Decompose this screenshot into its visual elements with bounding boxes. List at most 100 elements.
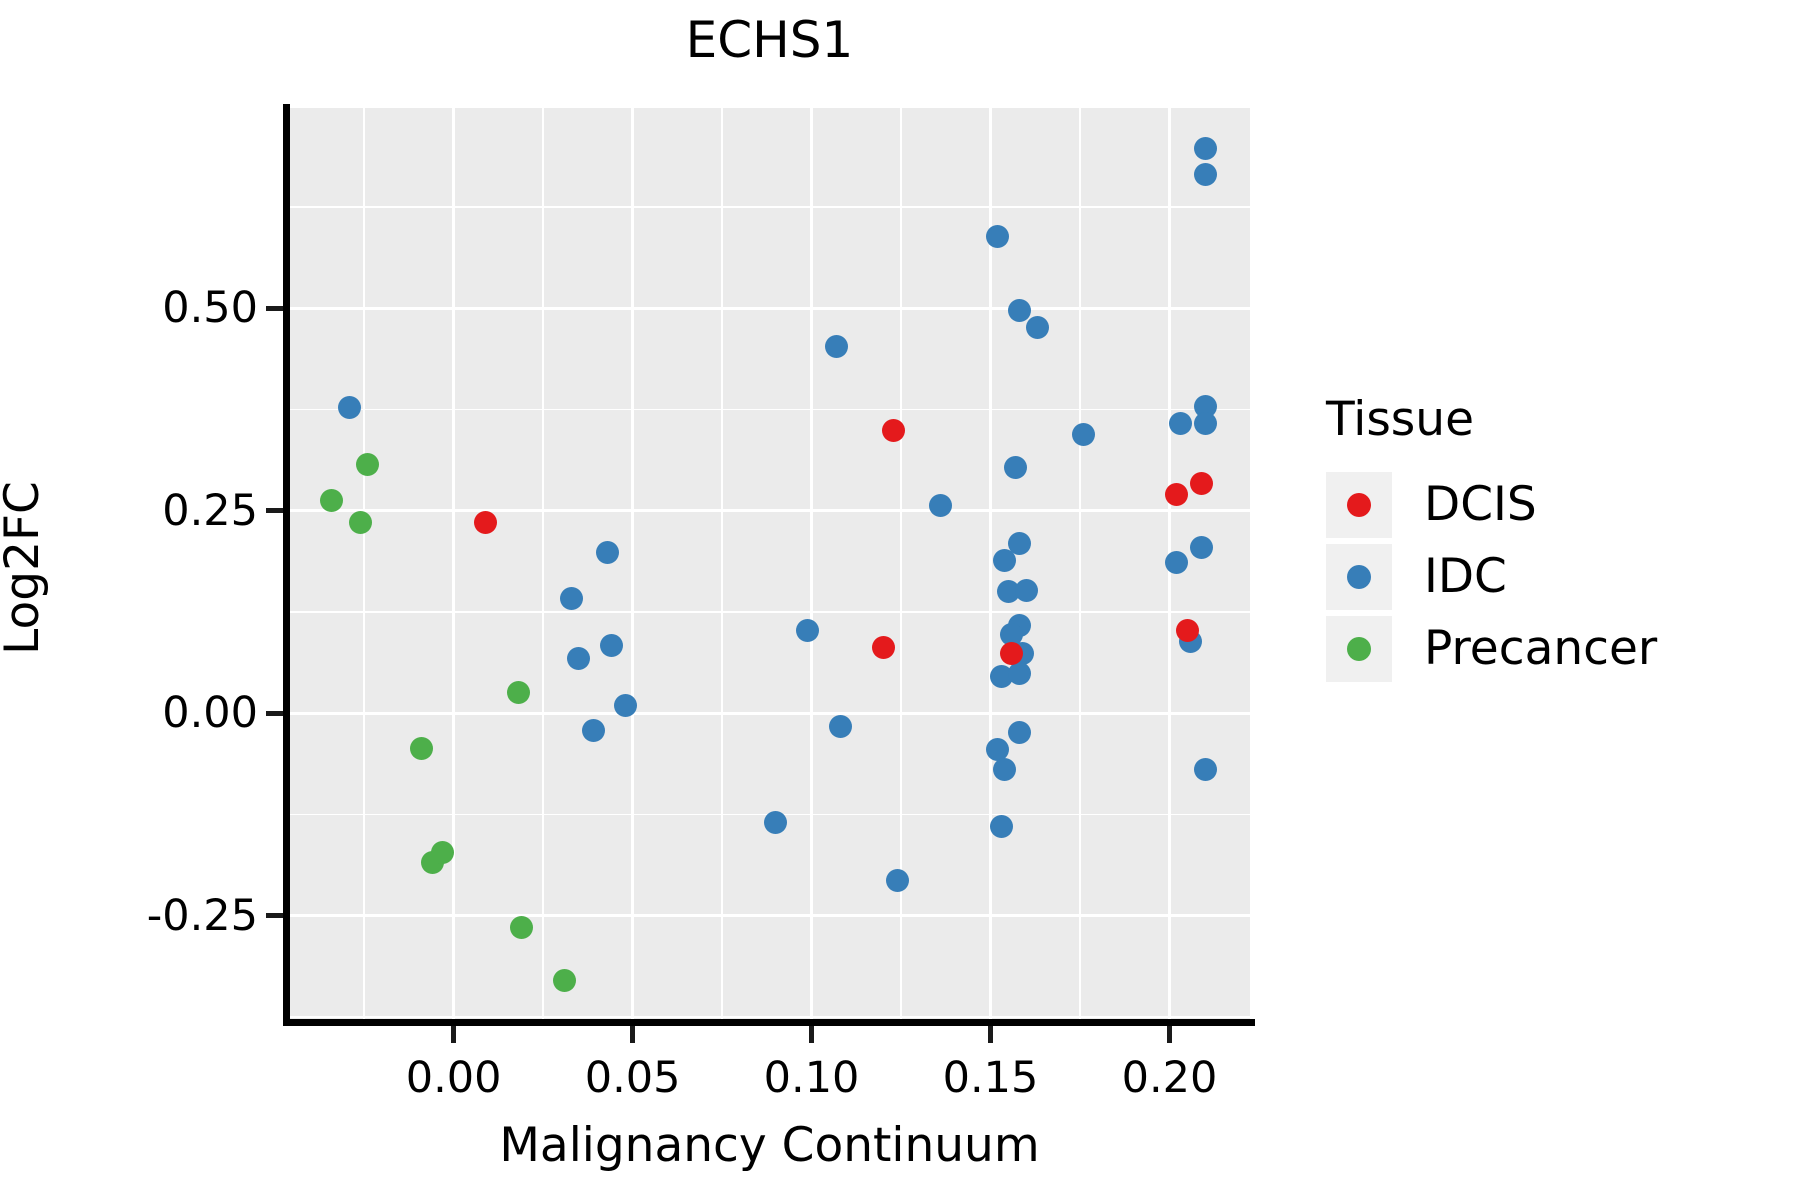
data-point-idc: [828, 714, 852, 738]
data-point-idc: [1193, 137, 1217, 160]
y-tick-mark: [266, 305, 283, 311]
major-gridline-y: [289, 509, 1250, 513]
major-gridline-x: [810, 108, 814, 1021]
data-point-idc: [1072, 422, 1096, 446]
data-point-idc: [596, 541, 620, 565]
data-point-idc: [996, 580, 1020, 604]
y-tick-mark: [266, 508, 283, 514]
data-point-dcis: [1175, 619, 1199, 643]
precancer-dot-icon: [1347, 637, 1371, 661]
data-point-idc: [885, 868, 909, 892]
data-point-idc: [1190, 536, 1214, 560]
data-point-dcis: [474, 511, 498, 535]
x-axis-line: [283, 1019, 1255, 1026]
minor-gridline-x: [900, 108, 902, 1021]
data-point-idc: [338, 396, 362, 420]
x-tick-mark: [1166, 1026, 1172, 1043]
data-point-dcis: [882, 418, 906, 442]
data-point-idc: [1193, 162, 1217, 186]
major-gridline-x: [989, 108, 992, 1021]
major-gridline-x: [631, 108, 635, 1021]
legend: Tissue DCIS IDC Precancer: [1326, 392, 1786, 688]
legend-title: Tissue: [1326, 392, 1474, 447]
legend-item-dcis: DCIS: [1326, 472, 1786, 538]
data-point-idc: [1007, 531, 1031, 555]
x-tick-mark: [630, 1026, 636, 1043]
data-point-precancer: [510, 915, 534, 939]
x-tick-label: 0.20: [1121, 1053, 1218, 1103]
x-tick-mark: [451, 1026, 457, 1043]
minor-gridline-x: [542, 108, 544, 1021]
legend-item-label: IDC: [1424, 549, 1507, 604]
y-tick-label: -0.25: [146, 890, 258, 941]
data-point-idc: [1193, 411, 1217, 435]
minor-gridline-y: [289, 206, 1250, 208]
data-point-precancer: [431, 840, 455, 864]
dcis-dot-icon: [1347, 493, 1371, 517]
data-point-precancer: [409, 737, 433, 761]
x-axis-title: Malignancy Continuum: [499, 1118, 1040, 1173]
data-point-idc: [1165, 550, 1189, 574]
data-point-idc: [993, 549, 1017, 573]
data-point-dcis: [1165, 482, 1189, 506]
y-axis-title: Log2FC: [0, 481, 50, 655]
plot-panel: [289, 108, 1250, 1021]
data-point-dcis: [1000, 641, 1024, 665]
y-axis-line: [283, 104, 290, 1026]
data-point-idc: [613, 694, 637, 718]
minor-gridline-x: [1079, 108, 1081, 1021]
data-point-idc: [986, 225, 1010, 249]
y-tick-mark: [266, 913, 283, 919]
data-point-dcis: [871, 636, 895, 660]
legend-item-precancer: Precancer: [1326, 616, 1786, 682]
major-gridline-y: [289, 914, 1250, 918]
major-gridline-y: [289, 306, 1250, 310]
data-point-idc: [1004, 456, 1028, 480]
data-point-idc: [1025, 316, 1049, 340]
data-point-idc: [993, 758, 1017, 782]
y-tick-label: 0.50: [162, 283, 258, 334]
major-gridline-x: [452, 108, 456, 1021]
x-tick-label: 0.00: [405, 1053, 502, 1103]
data-point-precancer: [349, 511, 373, 535]
data-point-idc: [1168, 411, 1192, 435]
y-tick-mark: [266, 710, 283, 716]
data-point-idc: [1193, 757, 1217, 781]
data-point-idc: [1000, 623, 1024, 647]
x-tick-label: 0.10: [763, 1053, 860, 1103]
data-point-idc: [1014, 579, 1038, 603]
data-point-precancer: [506, 681, 530, 705]
data-point-idc: [599, 634, 623, 658]
data-point-idc: [567, 646, 591, 670]
data-point-idc: [986, 738, 1010, 762]
data-point-idc: [560, 586, 584, 610]
minor-gridline-x: [721, 108, 723, 1021]
data-point-idc: [796, 619, 820, 643]
legend-key-box: [1326, 616, 1392, 682]
legend-item-label: Precancer: [1424, 621, 1658, 676]
minor-gridline-y: [289, 408, 1250, 411]
y-tick-label: 0.25: [162, 485, 258, 536]
data-point-precancer: [320, 489, 344, 513]
x-tick-mark: [988, 1026, 993, 1043]
data-point-idc: [581, 719, 605, 743]
data-point-idc: [1007, 661, 1031, 685]
x-tick-mark: [809, 1026, 815, 1043]
data-point-idc: [764, 811, 788, 835]
legend-key-box: [1326, 544, 1392, 610]
data-point-idc: [989, 665, 1013, 689]
minor-gridline-x: [363, 108, 365, 1021]
legend-item-label: DCIS: [1424, 477, 1537, 532]
minor-gridline-y: [289, 1016, 1250, 1018]
data-point-precancer: [356, 452, 380, 476]
data-point-idc: [928, 494, 952, 518]
data-point-idc: [1007, 299, 1031, 323]
major-gridline-y: [289, 711, 1250, 715]
x-tick-label: 0.15: [942, 1053, 1039, 1103]
data-point-dcis: [1190, 472, 1214, 496]
x-tick-label: 0.05: [584, 1053, 681, 1103]
legend-key-box: [1326, 472, 1392, 538]
idc-dot-icon: [1347, 565, 1371, 589]
y-tick-label: 0.00: [162, 688, 258, 739]
